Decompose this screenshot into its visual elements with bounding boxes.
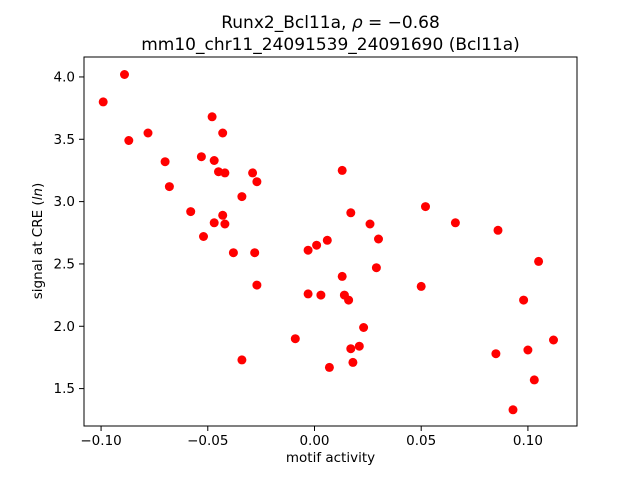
x-tick-label: 0.10: [513, 433, 543, 449]
chart-subtitle: mm10_chr11_24091539_24091690 (Bcl11a): [141, 35, 520, 55]
data-point: [237, 192, 247, 202]
chart-title-line1: Runx2_Bcl11a, ρ = −0.68: [221, 13, 440, 33]
data-point: [290, 334, 300, 344]
data-point: [199, 232, 208, 241]
data-point: [359, 323, 369, 332]
y-tick-label: 4.0: [54, 69, 75, 85]
data-point: [250, 248, 260, 258]
data-point: [120, 70, 129, 79]
data-point: [374, 234, 383, 244]
data-point: [344, 295, 354, 305]
data-point: [98, 97, 108, 107]
data-point: [519, 295, 529, 305]
data-point: [209, 218, 219, 228]
data-point: [209, 156, 219, 165]
y-tick-label: 2.0: [54, 319, 75, 335]
x-tick-label: 0.00: [299, 433, 329, 449]
data-point: [421, 202, 430, 212]
data-point: [252, 280, 262, 290]
data-point: [196, 152, 206, 162]
x-tick-label: −0.05: [187, 433, 228, 449]
y-tick-label: 2.5: [54, 256, 75, 272]
data-point: [549, 335, 558, 345]
data-point: [252, 177, 262, 187]
data-point: [160, 157, 170, 167]
data-point: [164, 182, 174, 192]
rho-symbol: ρ: [351, 13, 363, 33]
data-point: [365, 219, 375, 229]
plot-frame: [83, 56, 578, 427]
data-point: [416, 281, 426, 291]
data-point: [493, 225, 503, 235]
y-tick-label: 3.0: [54, 194, 75, 210]
data-point: [228, 248, 238, 258]
x-axis-label: motif activity: [285, 450, 376, 466]
data-point: [218, 210, 228, 220]
data-point: [303, 245, 313, 255]
data-point: [324, 362, 334, 372]
data-point: [348, 357, 358, 367]
data-point: [303, 289, 313, 299]
data-point: [186, 207, 196, 217]
data-point: [124, 136, 134, 145]
chart-title: Runx2_Bcl11a, ρ = −0.68 mm10_chr11_24091…: [84, 12, 577, 56]
data-point: [337, 271, 347, 281]
y-axis-label: signal at CRE (ln): [30, 182, 46, 300]
data-point: [523, 345, 533, 355]
data-point: [450, 218, 460, 228]
data-point: [143, 128, 153, 138]
data-point: [346, 208, 356, 218]
data-point: [220, 168, 230, 178]
data-point: [337, 165, 347, 175]
data-point: [508, 405, 518, 415]
data-point: [218, 128, 228, 138]
x-tick-label: 0.05: [406, 433, 436, 449]
data-point: [207, 112, 217, 122]
x-tick-label: −0.10: [80, 433, 121, 449]
y-tick-label: 3.5: [54, 132, 75, 148]
data-point: [491, 349, 501, 359]
data-point: [354, 341, 364, 351]
data-point: [529, 375, 539, 385]
y-tick-label: 1.5: [54, 381, 75, 397]
data-point: [346, 344, 356, 354]
data-point: [312, 240, 322, 250]
data-point: [322, 235, 332, 245]
data-point: [316, 290, 326, 300]
data-point: [248, 168, 258, 178]
data-point: [371, 263, 381, 273]
data-point: [237, 355, 247, 365]
data-point: [534, 256, 544, 266]
data-point: [220, 219, 230, 229]
